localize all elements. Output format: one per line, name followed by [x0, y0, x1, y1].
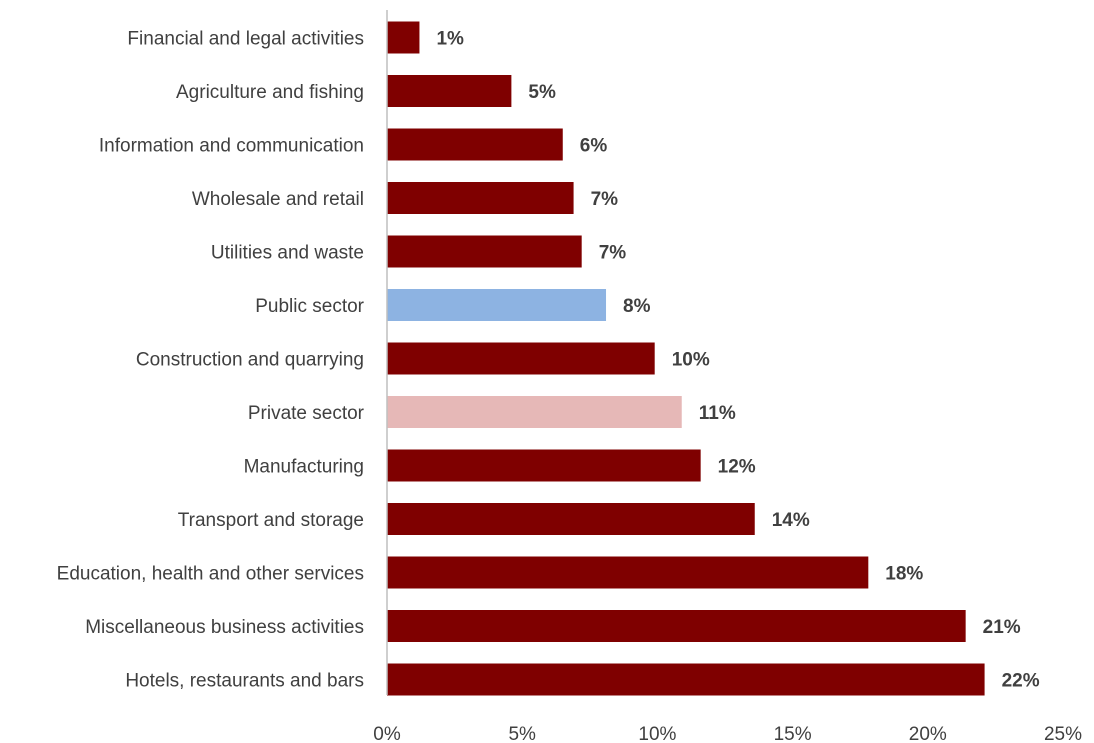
- data-label-2: 6%: [580, 136, 608, 157]
- bars-group: [387, 21, 985, 696]
- bar-6: [387, 342, 655, 375]
- bar-3: [387, 182, 574, 214]
- category-label-5: Public sector: [255, 296, 364, 317]
- data-label-4: 7%: [599, 243, 627, 264]
- category-label-12: Hotels, restaurants and bars: [125, 671, 364, 692]
- category-label-0: Financial and legal activities: [127, 29, 364, 50]
- bar-4: [387, 235, 582, 268]
- x-tick-label-5: 25%: [1044, 724, 1082, 743]
- x-tick-label-0: 0%: [373, 724, 401, 743]
- category-label-10: Education, health and other services: [57, 564, 364, 585]
- category-label-3: Wholesale and retail: [192, 189, 364, 210]
- data-label-6: 10%: [672, 350, 710, 371]
- data-label-0: 1%: [436, 29, 464, 50]
- data-label-7: 11%: [699, 403, 736, 424]
- bar-9: [387, 503, 755, 535]
- bar-7: [387, 396, 682, 428]
- data-label-11: 21%: [983, 617, 1021, 638]
- bar-0: [387, 21, 420, 54]
- category-labels: Financial and legal activities Agricultur…: [57, 29, 365, 692]
- category-label-11: Miscellaneous business activities: [85, 617, 364, 638]
- bar-10: [387, 556, 869, 589]
- data-label-3: 7%: [591, 189, 619, 210]
- data-label-9: 14%: [772, 510, 810, 531]
- x-tick-label-1: 5%: [508, 724, 536, 743]
- category-label-7: Private sector: [248, 403, 365, 424]
- data-label-5: 8%: [623, 296, 651, 317]
- bar-12: [387, 663, 985, 696]
- bar-8: [387, 449, 701, 482]
- category-label-1: Agriculture and fishing: [176, 82, 364, 103]
- data-labels: 1% 5% 6% 7% 7% 8% 10% 11% 12% 14% 18% 21% 22%: [436, 29, 1039, 692]
- data-label-1: 5%: [528, 82, 556, 103]
- data-label-10: 18%: [885, 564, 923, 585]
- x-tick-label-3: 15%: [774, 724, 812, 743]
- category-label-4: Utilities and waste: [211, 243, 364, 264]
- bar-5: [387, 289, 607, 321]
- x-axis-ticks: 0% 5% 10% 15% 20% 25%: [373, 724, 1082, 743]
- x-tick-label-4: 20%: [909, 724, 947, 743]
- bar-11: [387, 610, 966, 642]
- category-label-9: Transport and storage: [178, 510, 364, 531]
- data-label-12: 22%: [1002, 671, 1040, 692]
- category-label-2: Information and communication: [99, 136, 364, 157]
- x-tick-label-2: 10%: [638, 724, 676, 743]
- category-label-6: Construction and quarrying: [136, 350, 364, 371]
- category-label-8: Manufacturing: [244, 457, 364, 478]
- data-label-8: 12%: [718, 457, 756, 478]
- bar-2: [387, 128, 563, 161]
- bar-1: [387, 75, 512, 107]
